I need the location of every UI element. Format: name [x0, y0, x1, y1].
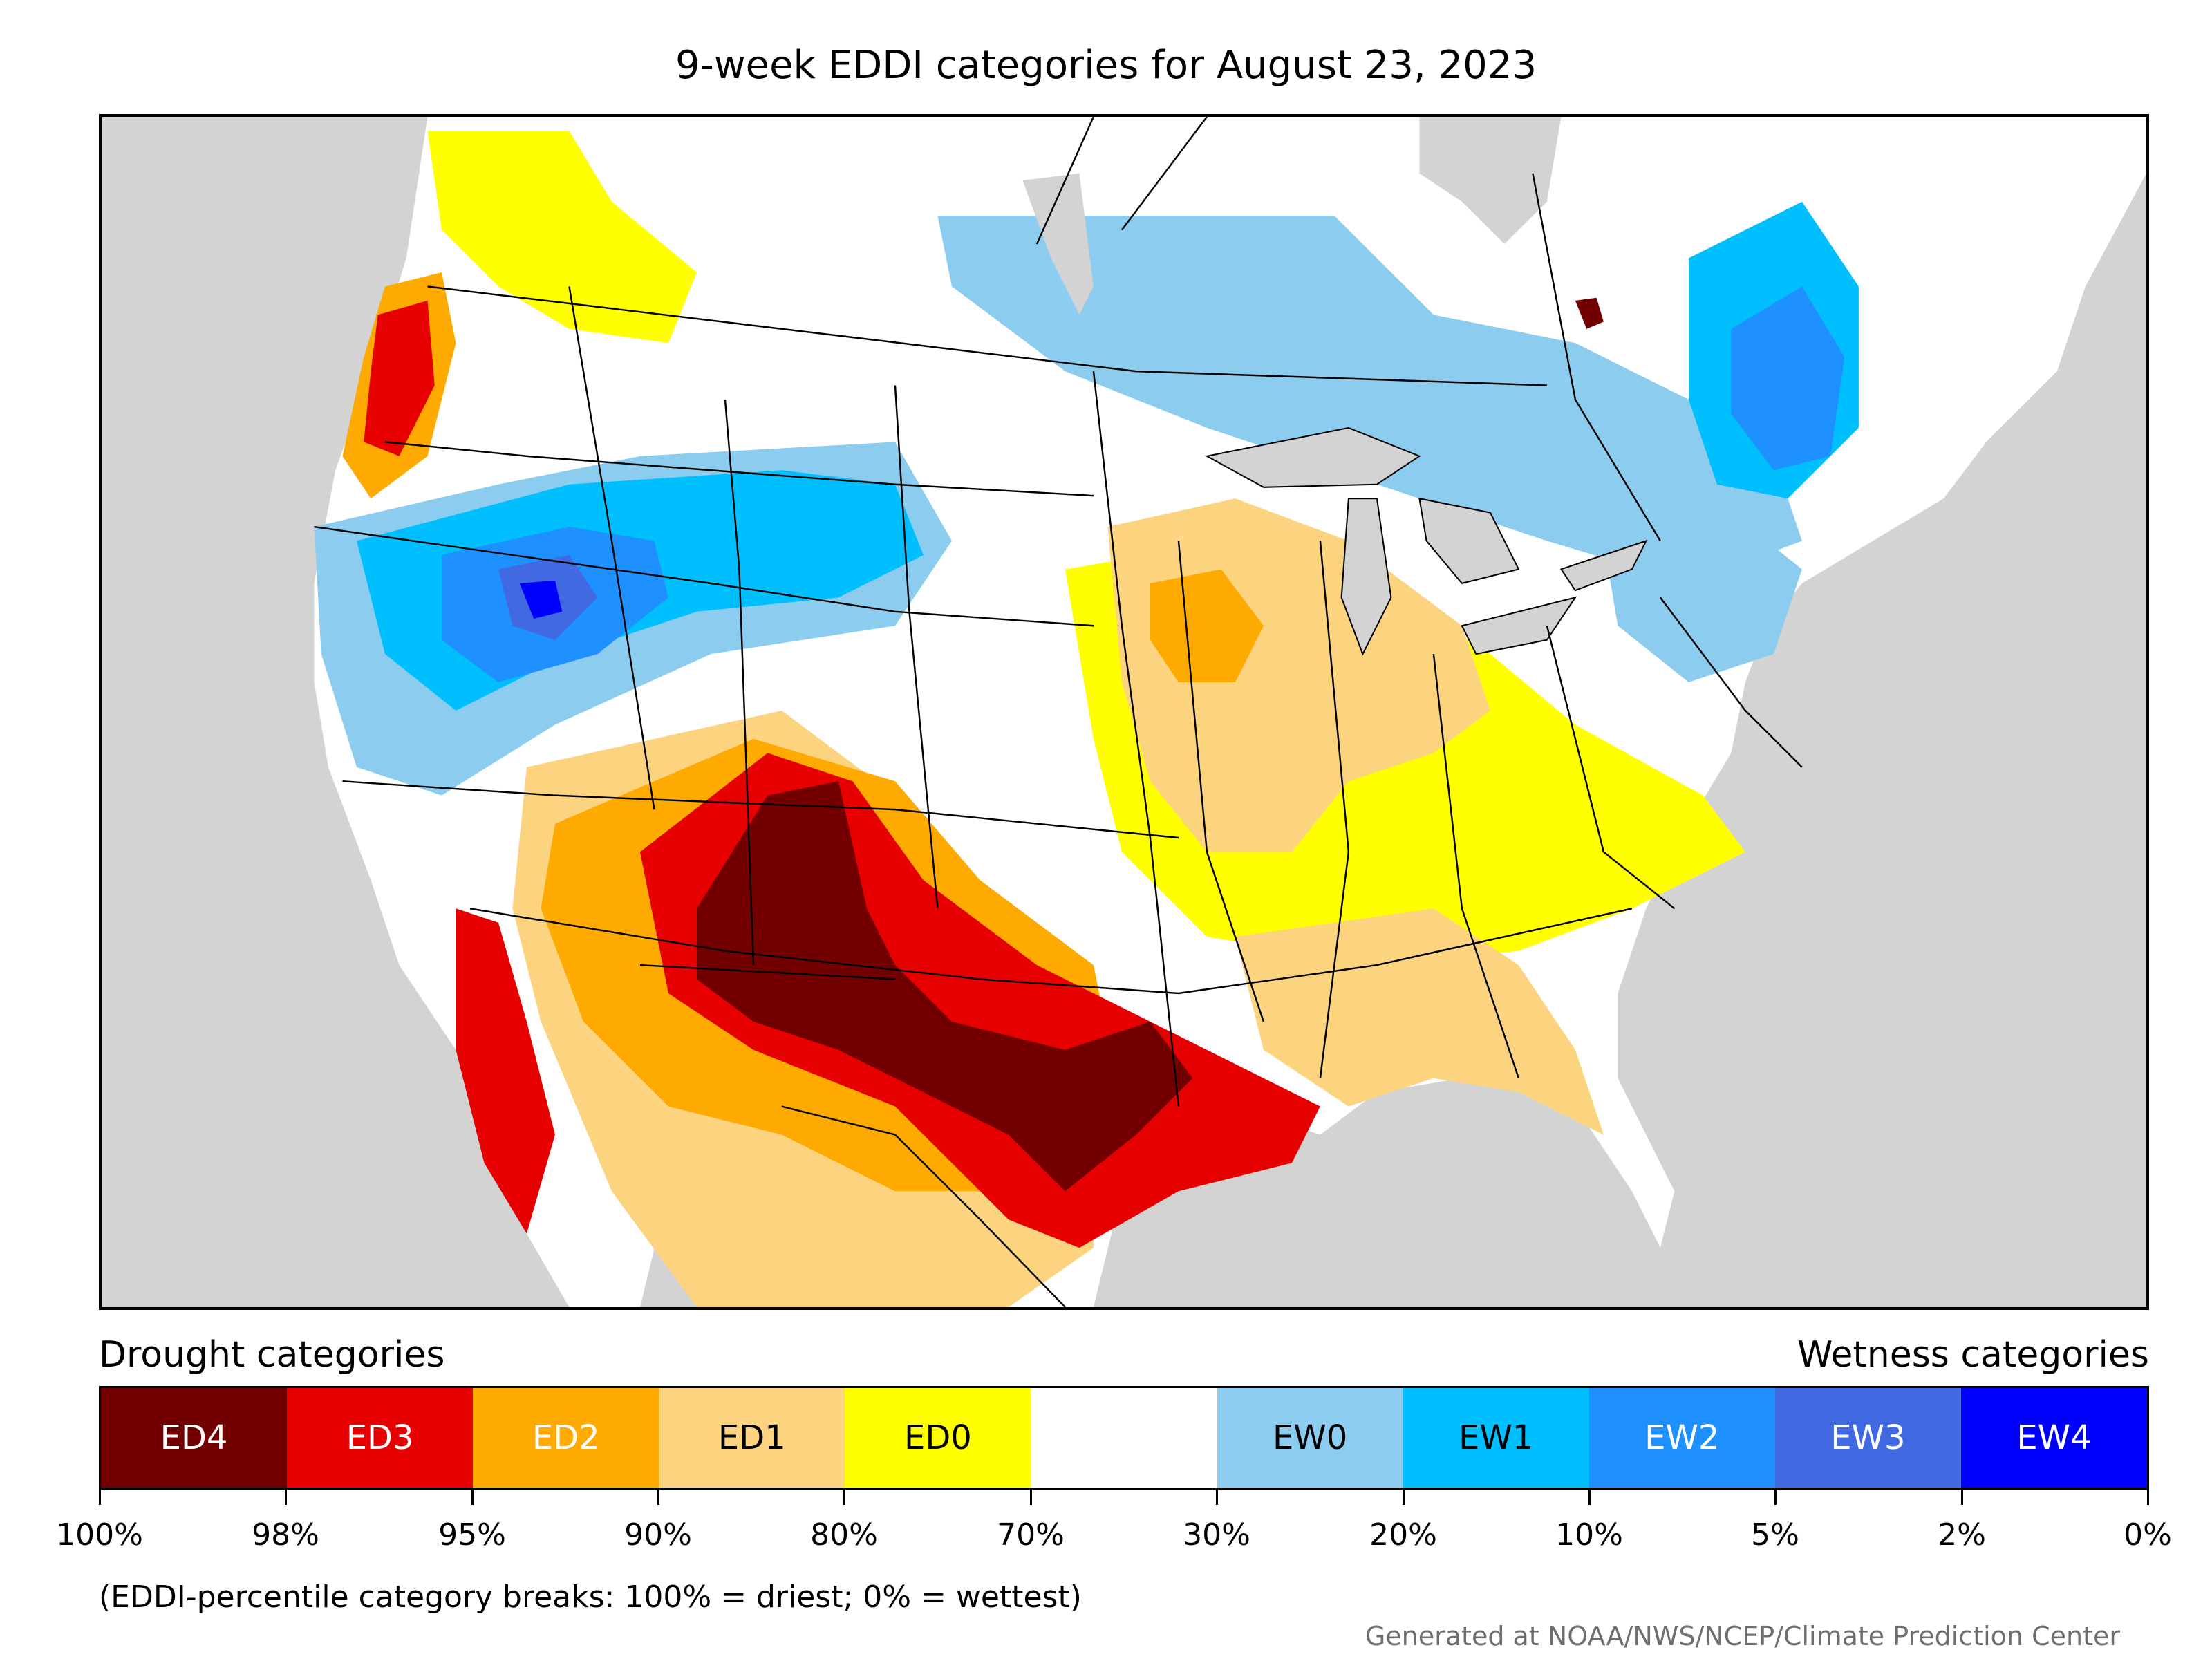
colorbar-tick: [843, 1490, 845, 1505]
colorbar-tick-label: 10%: [1555, 1517, 1623, 1553]
ed1-region-southeast: [1235, 908, 1604, 1135]
legend-swatch-ed0: ED0: [845, 1388, 1031, 1488]
colorbar-tick-label: 30%: [1183, 1517, 1250, 1553]
legend-swatch-normal: [1031, 1388, 1217, 1488]
colorbar-tick-label: 90%: [624, 1517, 692, 1553]
colorbar-tick-label: 70%: [997, 1517, 1065, 1553]
ew2-region-quebec: [1731, 286, 1845, 471]
colorbar-tick: [285, 1490, 287, 1505]
legend-swatch-ed4: ED4: [101, 1388, 288, 1488]
colorbar-tick: [1774, 1490, 1777, 1505]
legend-swatch-ed3: ED3: [287, 1388, 474, 1488]
map-canvas: [314, 117, 2146, 1307]
colorbar-tick-label: 5%: [1751, 1517, 1799, 1553]
ed4-region-texas-nm: [696, 781, 1193, 1192]
ed0-region-northwest: [427, 131, 697, 344]
colorbar-tick-label: 0%: [2124, 1517, 2172, 1553]
legend-swatch-ed1: ED1: [659, 1388, 845, 1488]
colorbar-tick: [1961, 1490, 1963, 1505]
colorbar-tick: [657, 1490, 659, 1505]
colorbar-tick-label: 20%: [1369, 1517, 1437, 1553]
colorbar-ticks: [99, 1490, 2149, 1505]
ed4-region-ontario-spot: [1575, 297, 1604, 329]
colorbar-tick: [1030, 1490, 1032, 1505]
colorbar-tick-label: 80%: [810, 1517, 878, 1553]
colorbar-tick: [2147, 1490, 2149, 1505]
hudson-bay: [1419, 117, 1562, 245]
legend-swatch-ew4: EW4: [1960, 1388, 2148, 1488]
legend-swatch-ew2: EW2: [1588, 1388, 1775, 1488]
legend-swatch-ew3: EW3: [1774, 1388, 1961, 1488]
lake-winnipeg: [1022, 173, 1094, 315]
ew4-region-idaho: [519, 580, 563, 619]
colorbar-tick-labels: 100% 98% 95% 90% 80% 70% 30% 20% 10% 5% 2% 0%: [56, 1517, 2172, 1559]
wetness-categories-heading: Wetness categories: [1797, 1334, 2149, 1376]
percentile-note: (EDDI-percentile category breaks: 100% =…: [99, 1580, 1082, 1615]
ed3-region-pacnw: [364, 300, 435, 456]
colorbar-tick-label: 95%: [438, 1517, 506, 1553]
category-colorbar: ED4 ED3 ED2 ED1 ED0 EW0 EW1 EW2 EW3 EW4: [99, 1386, 2149, 1490]
map-title: 9-week EDDI categories for August 23, 20…: [675, 43, 1537, 88]
credit-line: Generated at NOAA/NWS/NCEP/Climate Predi…: [1365, 1621, 2120, 1651]
colorbar-tick: [471, 1490, 474, 1505]
legend-swatch-ew0: EW0: [1217, 1388, 1403, 1488]
colorbar-tick-label: 98%: [252, 1517, 319, 1553]
political-borders: [314, 117, 1803, 1307]
ew0-region-canada: [937, 216, 1802, 583]
colorbar-tick: [1403, 1490, 1405, 1505]
ed3-region-baja: [456, 908, 555, 1234]
ed2-region-iowa: [1150, 569, 1264, 683]
great-lakes: [1204, 427, 1648, 656]
colorbar-tick: [99, 1490, 101, 1505]
eddi-map: [99, 114, 2149, 1310]
legend-swatch-ew1: EW1: [1403, 1388, 1589, 1488]
colorbar-tick-label: 100%: [56, 1517, 143, 1553]
drought-categories-heading: Drought categories: [99, 1334, 445, 1376]
legend-swatch-ed2: ED2: [473, 1388, 659, 1488]
colorbar-tick: [1216, 1490, 1218, 1505]
colorbar-tick-label: 2%: [1938, 1517, 1986, 1553]
ew0-region-northeast: [1603, 512, 1802, 683]
colorbar-tick: [1588, 1490, 1591, 1505]
